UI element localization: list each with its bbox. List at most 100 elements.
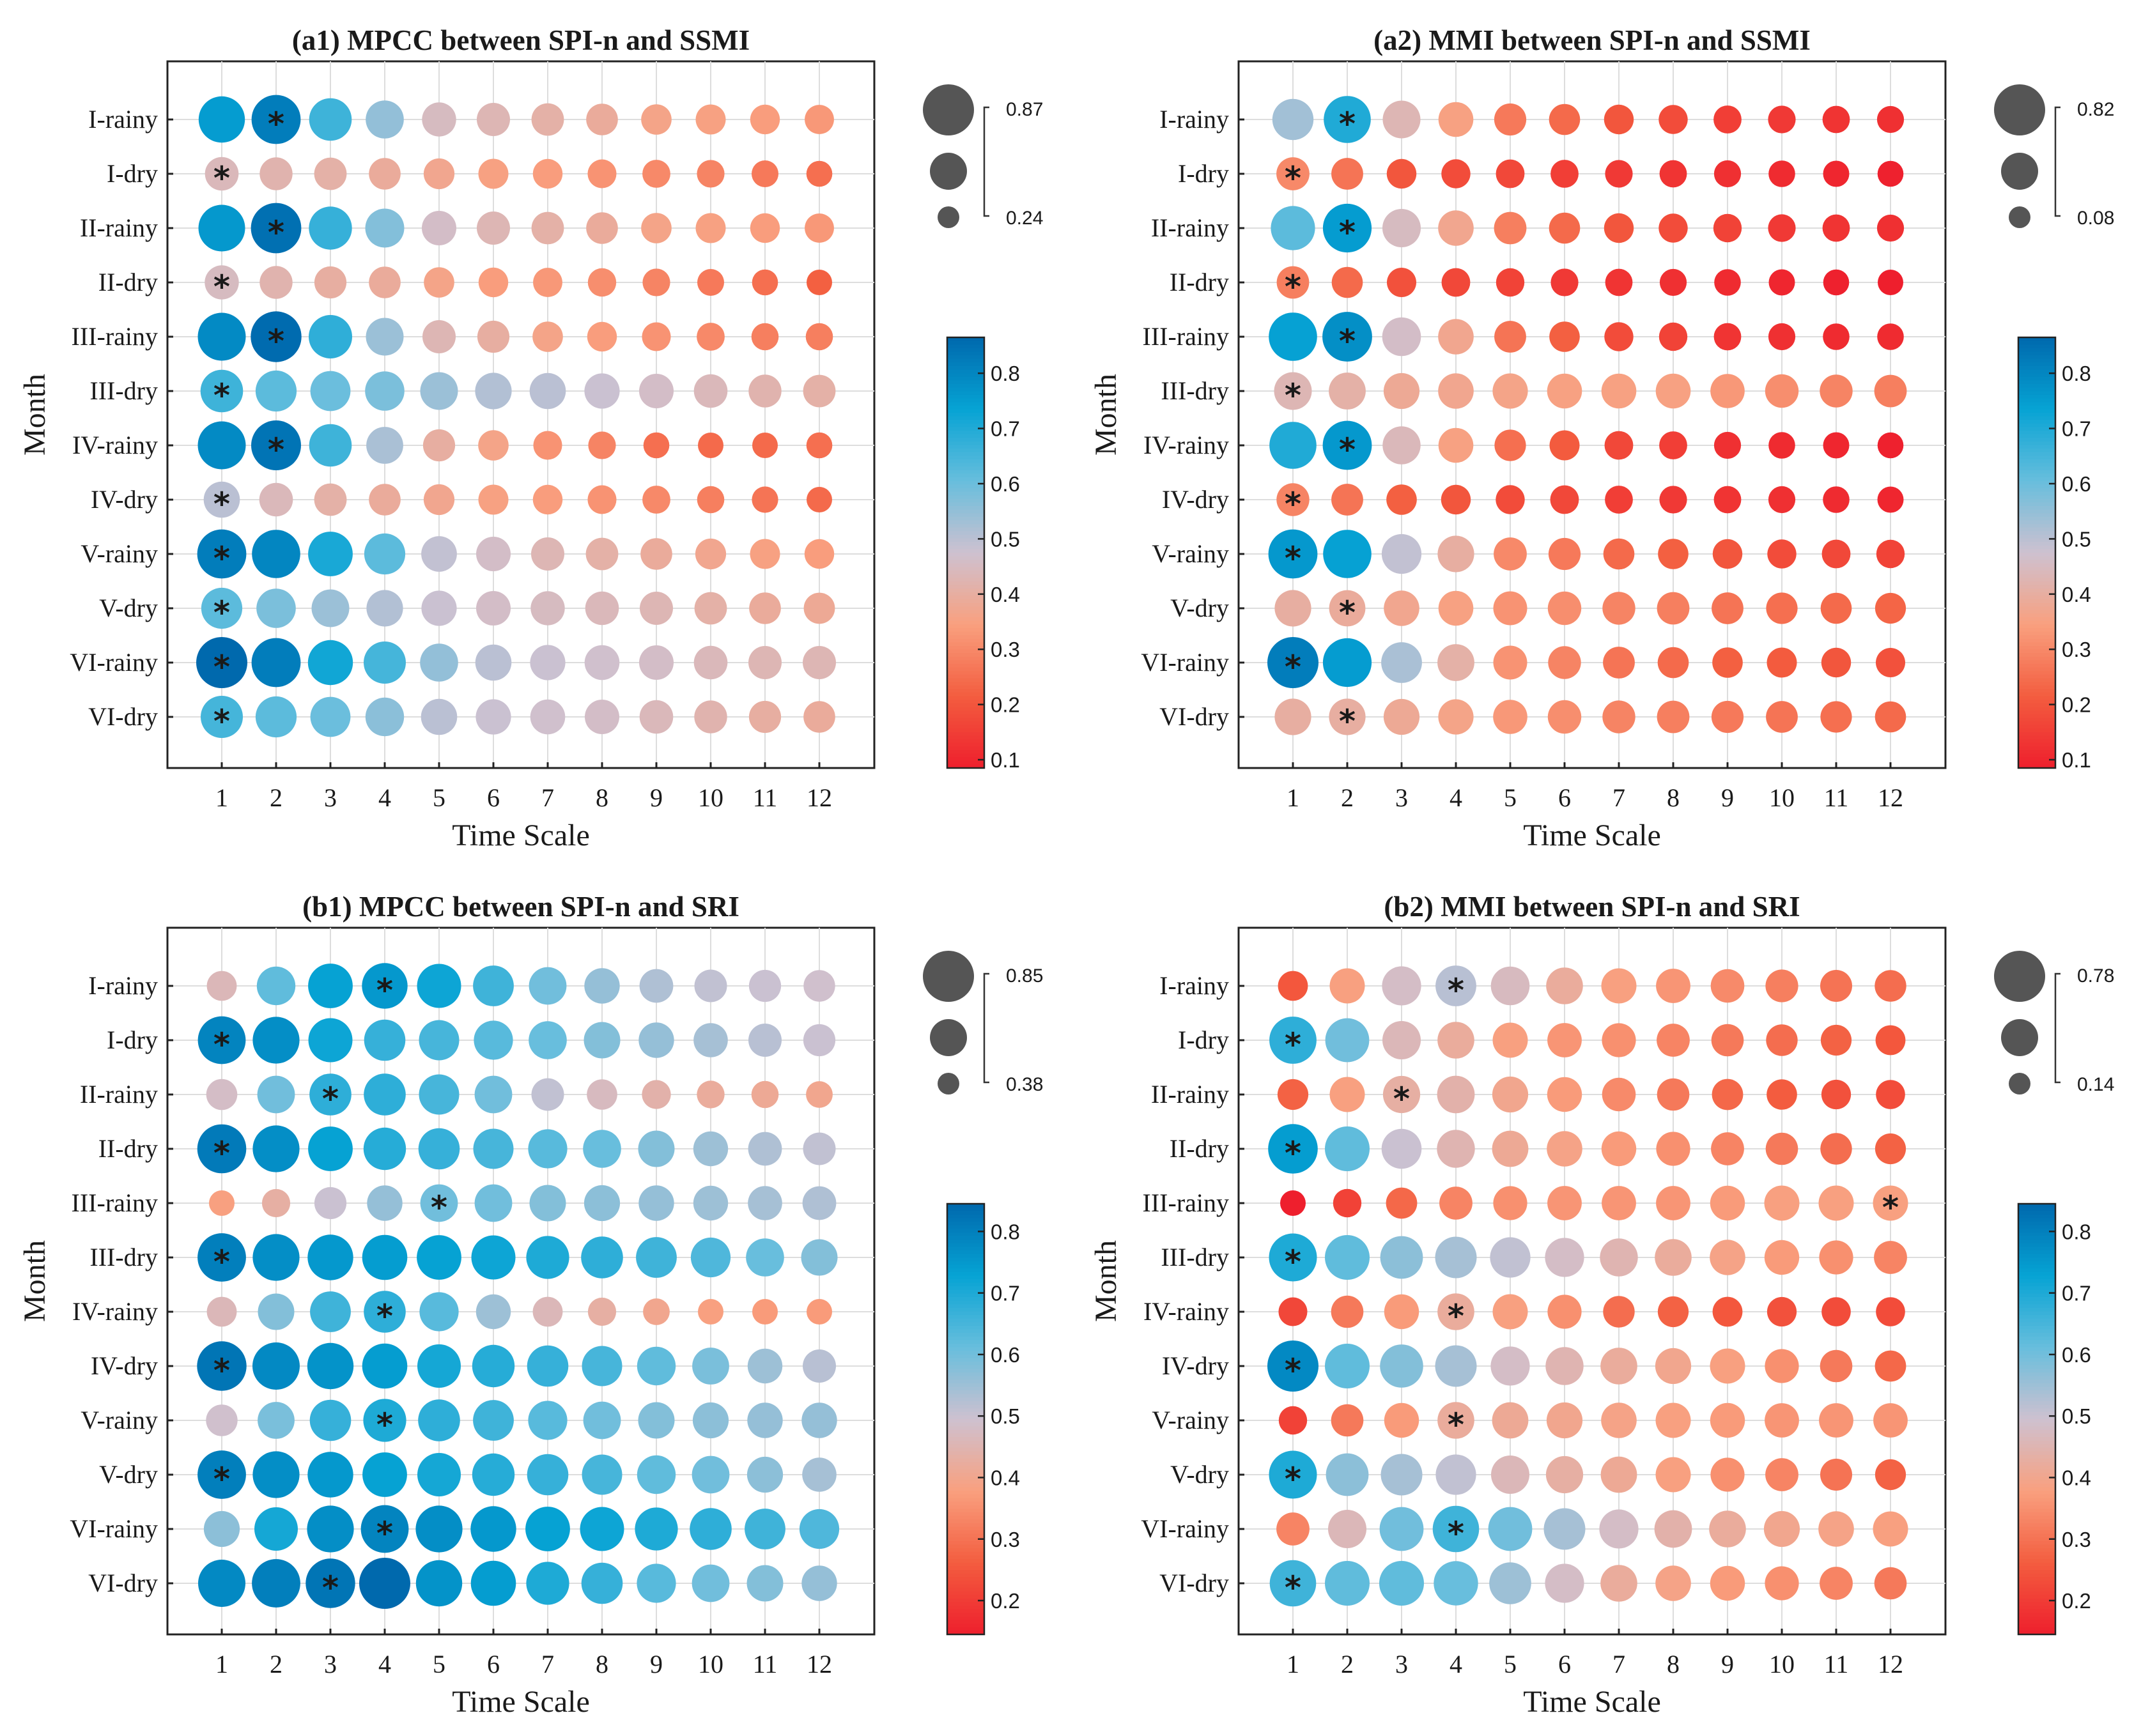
bubble <box>1658 539 1689 569</box>
y-axis-label: Month <box>1089 1240 1123 1322</box>
colorbar-tick-label: 0.7 <box>991 417 1020 441</box>
colorbar-segment <box>947 714 984 719</box>
bubble <box>1712 592 1744 624</box>
colorbar-segment <box>947 434 984 439</box>
colorbar-segment <box>2018 563 2055 568</box>
bubble <box>801 1565 837 1601</box>
bubble <box>366 318 404 356</box>
bubble <box>477 103 510 136</box>
bubble <box>366 590 403 627</box>
colorbar-segment <box>947 635 984 640</box>
colorbar-tick-label: 0.2 <box>2062 1589 2091 1613</box>
bubble <box>807 1299 832 1325</box>
bubble <box>422 429 456 462</box>
bubble <box>1276 266 1310 299</box>
bubble <box>257 1075 295 1114</box>
bubble <box>1602 1023 1636 1057</box>
bubble <box>471 1235 516 1280</box>
bubble <box>1329 1077 1365 1112</box>
bubble <box>1766 701 1798 733</box>
bubble <box>259 157 293 190</box>
significance-star: * <box>268 105 284 142</box>
colorbar-segment <box>947 362 984 367</box>
bubble <box>581 1562 623 1604</box>
bubble <box>311 589 350 627</box>
bubble <box>1492 1076 1529 1113</box>
colorbar-segment <box>2018 1598 2055 1603</box>
colorbar-segment <box>947 749 984 755</box>
colorbar-segment <box>2018 1577 2055 1581</box>
colorbar-segment <box>947 1533 984 1539</box>
colorbar-segment <box>2018 1523 2055 1528</box>
size-legend-bracket <box>2054 972 2061 1084</box>
bubble <box>693 1023 728 1057</box>
bubble <box>364 1073 406 1116</box>
bubble <box>197 1124 247 1174</box>
colorbar-segment <box>947 1440 984 1445</box>
x-tick-label: 4 <box>378 1650 391 1678</box>
size-legend-medium <box>2001 153 2038 190</box>
bubble <box>362 1234 408 1280</box>
colorbar-segment <box>947 1620 984 1624</box>
bubble <box>1821 1297 1851 1326</box>
colorbar-segment <box>2018 1562 2055 1567</box>
bubble <box>1712 1079 1744 1110</box>
colorbar-segment <box>947 1362 984 1366</box>
bubble <box>364 641 406 684</box>
bubble <box>747 1402 783 1438</box>
colorbar-segment <box>947 1429 984 1434</box>
colorbar-segment <box>947 700 984 704</box>
bubble <box>478 484 509 515</box>
bubble <box>478 267 509 298</box>
bubble <box>1490 1346 1530 1386</box>
bubble <box>421 590 457 626</box>
colorbar-segment <box>2018 556 2055 561</box>
colorbar-segment <box>2018 1559 2055 1563</box>
colorbar-segment <box>947 538 984 542</box>
colorbar-segment <box>2018 1358 2055 1362</box>
colorbar-segment <box>947 617 984 622</box>
bubble <box>1657 1078 1690 1111</box>
bubble <box>529 373 566 410</box>
bubble <box>587 321 617 352</box>
y-tick-label: VI-rainy <box>70 648 158 677</box>
colorbar-segment <box>947 739 984 744</box>
bubble <box>1710 1185 1745 1221</box>
bubble <box>531 1078 564 1111</box>
y-tick-label: II-rainy <box>80 213 158 242</box>
colorbar-segment <box>2018 502 2055 507</box>
bubble <box>1768 214 1796 242</box>
colorbar-segment <box>947 427 984 431</box>
colorbar-segment <box>947 416 984 420</box>
bubble <box>1547 700 1582 734</box>
colorbar-segment <box>947 1240 984 1244</box>
bubble <box>1713 213 1742 243</box>
colorbar-segment <box>2018 646 2055 650</box>
bubble <box>693 645 728 680</box>
bubble <box>251 203 302 254</box>
bubble <box>1823 160 1850 187</box>
bubble <box>1322 420 1372 470</box>
colorbar-segment <box>2018 1279 2055 1284</box>
bubble <box>197 1450 246 1499</box>
size-legend-max: 0.87 <box>1006 99 1043 120</box>
bubble <box>422 320 456 353</box>
colorbar-segment <box>947 1466 984 1470</box>
bubble <box>750 539 780 569</box>
colorbar-segment <box>947 545 984 550</box>
bubble <box>475 644 512 681</box>
colorbar-segment <box>947 1458 984 1463</box>
colorbar-segment <box>947 344 984 349</box>
bubble <box>587 1297 617 1326</box>
bubble <box>1437 1075 1475 1114</box>
significance-star: * <box>213 540 230 577</box>
bubble <box>1381 642 1422 683</box>
bubble <box>1604 322 1634 351</box>
bubble <box>1821 539 1851 569</box>
bubble <box>643 1298 670 1325</box>
size-legend-large <box>1994 951 2045 1002</box>
significance-star: * <box>1285 1352 1301 1389</box>
bubble <box>1601 373 1637 409</box>
bubble <box>801 1402 837 1438</box>
colorbar-tick-label: 0.8 <box>991 362 1020 385</box>
